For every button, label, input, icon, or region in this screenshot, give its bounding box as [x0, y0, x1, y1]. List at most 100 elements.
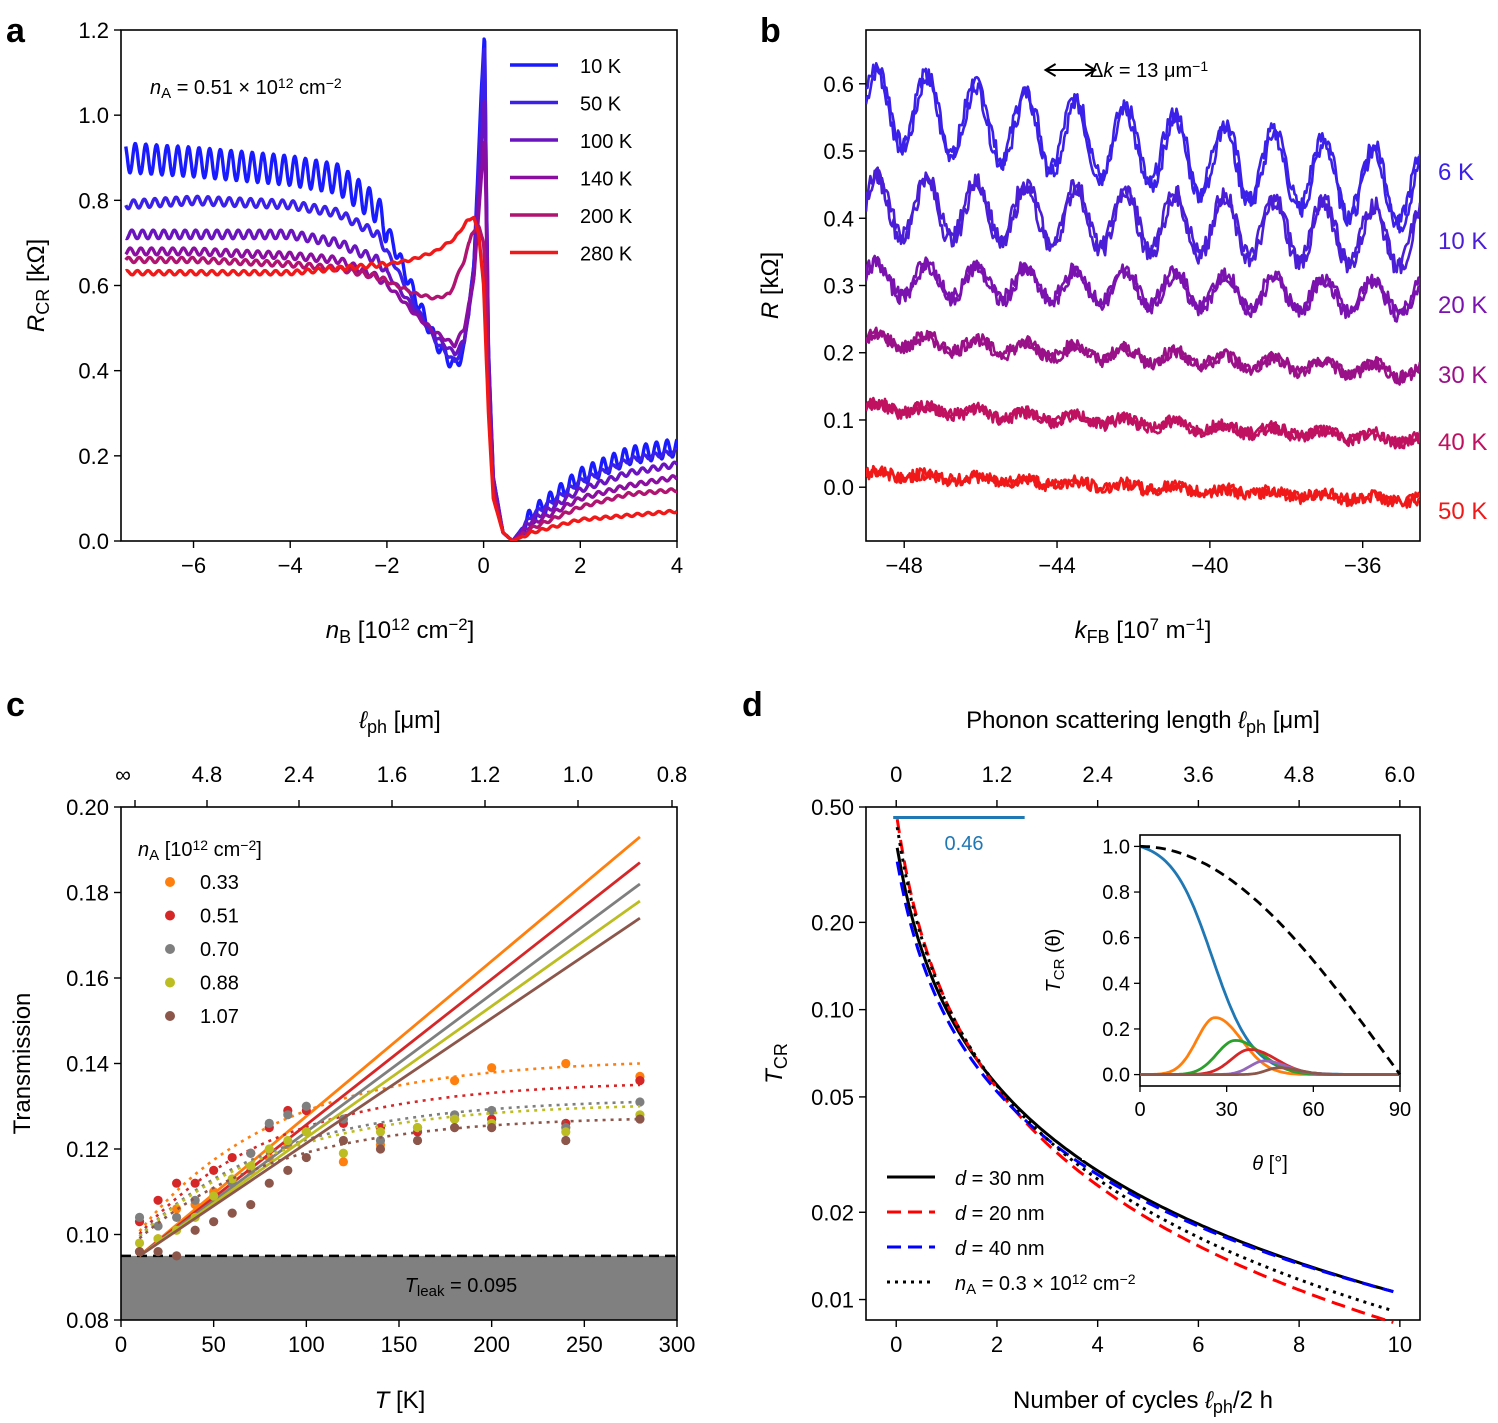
c-data-point	[375, 1144, 386, 1154]
c-xtick-label: 150	[381, 1332, 418, 1357]
d-legend-label: d = 40 nm	[955, 1238, 1045, 1260]
c-data-point	[375, 1127, 386, 1137]
a-ylabel: RCR [kΩ]	[23, 239, 53, 332]
c-xtick-label: 250	[566, 1332, 603, 1357]
c-data-point	[227, 1152, 237, 1163]
b-xtick-label: −48	[886, 553, 923, 578]
d-ytick-label: 0.05	[811, 1085, 854, 1110]
d-xtick-label: 8	[1293, 1332, 1305, 1357]
a-xtick-label: 2	[574, 553, 586, 578]
c-data-point	[301, 1101, 311, 1111]
a-series-line	[124, 140, 677, 541]
d-inset-xtick-label: 60	[1302, 1099, 1324, 1121]
d-top-tick-label: 3.6	[1183, 762, 1214, 787]
panel-label-a: a	[6, 12, 26, 50]
b-series-label: 50 K	[1438, 498, 1487, 525]
c-legend-marker	[165, 1011, 175, 1021]
c-top-tick-label: ∞	[115, 762, 131, 787]
a-legend-label: 10 K	[580, 56, 622, 78]
c-data-point	[635, 1076, 645, 1086]
d-inset-ytick-label: 0.6	[1102, 928, 1130, 950]
c-data-point	[153, 1221, 163, 1231]
d-series-line	[895, 818, 1394, 1324]
c-fit-line	[138, 861, 641, 1257]
c-data-point	[450, 1114, 460, 1124]
a-ytick-label: 0.0	[78, 529, 109, 554]
c-data-point	[450, 1076, 460, 1086]
c-ytick-label: 0.20	[66, 795, 109, 820]
c-data-point	[153, 1247, 163, 1257]
c-xtick-label: 50	[201, 1332, 225, 1357]
a-series-line	[124, 37, 677, 541]
d-inset-ytick-label: 0.2	[1102, 1019, 1130, 1041]
b-series-line	[866, 328, 1420, 385]
c-fit-line	[138, 916, 641, 1258]
c-data-point	[264, 1118, 274, 1128]
d-inset-xtick-label: 90	[1389, 1099, 1411, 1121]
a-series-line	[124, 215, 677, 541]
a-xlabel: nB [1012 cm−2]	[326, 615, 475, 646]
d-series-line	[895, 861, 1394, 1294]
c-data-point	[301, 1152, 311, 1163]
d-inset-ytick-label: 1.0	[1102, 836, 1130, 858]
chart-panel-a: −6 −4 −2 0 2 4 0.0 0.2 0.4 0.6 0.8 1.0 1.2 nB [1012 c…	[23, 18, 683, 647]
b-series-line	[866, 166, 1420, 275]
c-data-point	[561, 1135, 571, 1146]
b-ytick-label: 0.1	[823, 408, 854, 433]
chart-panel-b: −48 −44 −40 −36 0.0 0.1 0.2 0.3 0.4 0.5 0.6 kFB [10…	[757, 29, 1487, 647]
d-series-line	[895, 826, 1394, 1313]
d-ytick-label: 0.20	[811, 910, 854, 935]
d-inset-ytick-label: 0.4	[1102, 973, 1130, 995]
a-xtick-label: −6	[181, 553, 206, 578]
c-data-point	[561, 1127, 571, 1137]
c-top-tick-label: 1.2	[470, 762, 501, 787]
d-inset-xlabel: θ [°]	[1252, 1153, 1288, 1175]
c-data-point	[338, 1157, 348, 1167]
a-series-line	[124, 47, 677, 541]
d-ytick-label: 0.01	[811, 1288, 854, 1313]
c-data-point	[246, 1148, 256, 1158]
b-ytick-label: 0.3	[823, 274, 854, 299]
c-data-point	[246, 1161, 256, 1171]
d-ytick-label: 0.10	[811, 998, 854, 1023]
d-top-tick-label: 4.8	[1284, 762, 1315, 787]
a-legend-label: 100 K	[580, 131, 633, 153]
c-data-point	[134, 1247, 145, 1257]
c-fit-line	[138, 882, 641, 1257]
b-series-line	[866, 396, 1420, 450]
d-inset-ylabel: TCR (θ)	[1043, 929, 1068, 993]
c-data-point	[412, 1123, 423, 1133]
c-data-point	[134, 1238, 145, 1248]
b-series-label: 20 K	[1438, 292, 1487, 319]
c-data-point	[338, 1148, 348, 1158]
c-data-point	[301, 1127, 311, 1137]
d-xtick-label: 0	[890, 1332, 902, 1357]
c-legend-label: 1.07	[200, 1006, 239, 1028]
d-top-tick-label: 1.2	[982, 762, 1013, 787]
c-data-point	[209, 1165, 219, 1175]
b-series-label: 6 K	[1438, 159, 1474, 186]
c-data-point	[172, 1251, 182, 1261]
c-top-tick-label: 4.8	[192, 762, 223, 787]
b-series-label: 40 K	[1438, 429, 1487, 456]
a-xtick-label: 0	[477, 553, 489, 578]
d-frame	[865, 806, 1421, 1321]
c-saturation-curve	[138, 1062, 640, 1233]
c-xlabel: T [K]	[375, 1387, 426, 1414]
b-series-line	[866, 326, 1420, 386]
d-xtick-label: 10	[1388, 1332, 1412, 1357]
c-top-tick-label: 0.8	[657, 762, 688, 787]
c-leak-region	[121, 1255, 677, 1320]
b-ylabel: R [kΩ]	[757, 252, 784, 319]
c-data-point	[246, 1199, 256, 1210]
a-ytick-label: 0.8	[78, 188, 109, 213]
c-legend-label: 0.70	[200, 939, 239, 961]
b-arrowhead-right	[1084, 63, 1098, 77]
a-xtick-label: 4	[671, 553, 683, 578]
c-ytick-label: 0.12	[66, 1137, 109, 1162]
d-inset-xtick-label: 30	[1216, 1099, 1238, 1121]
c-data-point	[190, 1225, 200, 1235]
d-legend-label: d = 20 nm	[955, 1203, 1045, 1225]
c-data-point	[264, 1144, 274, 1154]
